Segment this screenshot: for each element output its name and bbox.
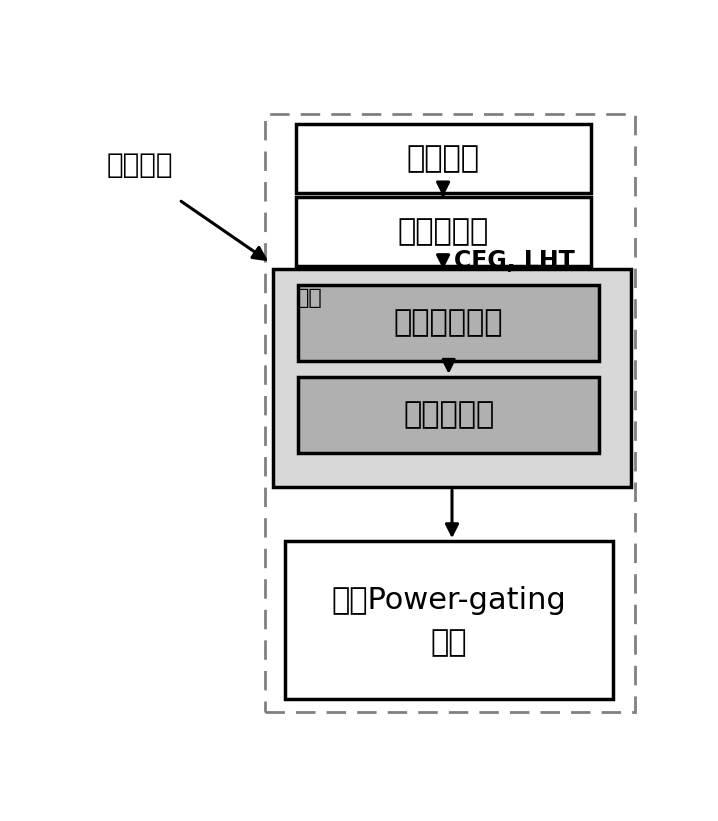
Bar <box>296 124 591 193</box>
Text: CFG, LHT: CFG, LHT <box>454 250 575 273</box>
Bar <box>299 285 599 361</box>
Bar <box>265 114 635 712</box>
Text: 编译器优化: 编译器优化 <box>398 217 489 245</box>
Text: 设置并行度: 设置并行度 <box>403 400 494 429</box>
Bar <box>274 269 630 488</box>
Text: 划分应用程式: 划分应用程式 <box>394 309 503 337</box>
Bar <box>284 541 613 699</box>
Bar <box>296 196 591 266</box>
Text: 应用程式: 应用程式 <box>406 144 480 173</box>
Text: 执行时间: 执行时间 <box>106 151 173 179</box>
Text: 算法: 算法 <box>296 288 322 308</box>
Bar <box>299 377 599 452</box>
Text: 指令: 指令 <box>430 628 467 657</box>
Text: 插入Power-gating: 插入Power-gating <box>331 586 566 615</box>
